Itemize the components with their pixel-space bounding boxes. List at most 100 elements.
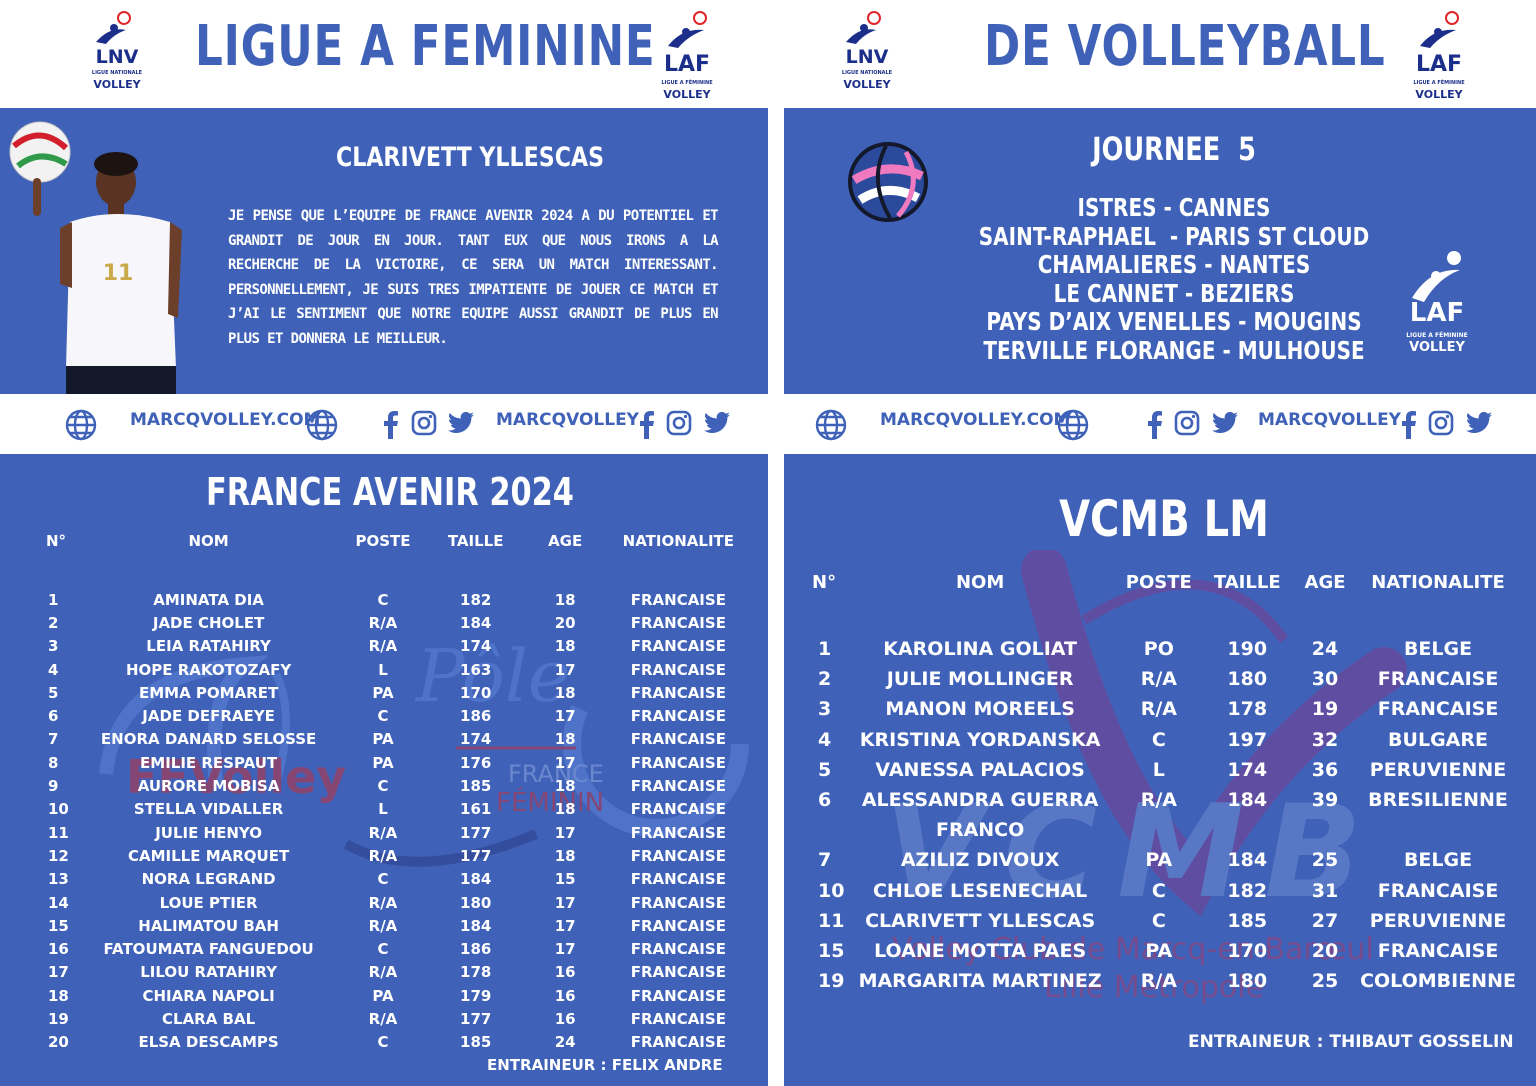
- handle-link[interactable]: MARCQVOLLEY: [496, 410, 639, 430]
- twitter-icon[interactable]: [448, 411, 474, 438]
- cell-number: 5: [48, 683, 59, 702]
- twitter-icon[interactable]: [1466, 411, 1492, 438]
- cell-height: 184: [460, 916, 492, 935]
- cell-age: 36: [1311, 758, 1339, 781]
- quote-text: JE PENSE QUE L’EQUIPE DE FRANCE AVENIR 2…: [228, 208, 719, 347]
- cell-position: PA: [372, 683, 394, 702]
- twitter-icon[interactable]: [704, 411, 730, 438]
- col-header-number: N°: [46, 532, 67, 550]
- cell-nationality: FRANCAISE: [630, 777, 726, 796]
- cell-height: 177: [460, 1009, 492, 1028]
- table-row: 5 VANESSA PALACIOS L 174 36 PERUVIENNE: [804, 755, 1516, 785]
- cell-nationality: FRANCAISE: [630, 707, 726, 726]
- cell-age: 31: [1311, 879, 1339, 902]
- cell-nationality: FRANCAISE: [630, 730, 726, 749]
- table-row: 4 KRISTINA YORDANSKA C 197 32 BULGARE: [804, 725, 1516, 755]
- facebook-icon[interactable]: [382, 411, 400, 443]
- france-roster-panel: FFVolley Pôle FRANCE FÉMININ FRANCE AVEN…: [0, 454, 768, 1086]
- cell-nationality: FRANCAISE: [630, 870, 726, 889]
- globe-icon[interactable]: [64, 408, 98, 446]
- cell-number: 17: [48, 963, 69, 982]
- cell-position: PA: [372, 986, 394, 1005]
- vcmb-watermark-letters: VCMB: [884, 778, 1382, 927]
- cell-nationality: FRANCAISE: [630, 683, 726, 702]
- cell-name: EMMA POMARET: [138, 683, 279, 702]
- cell-number: 5: [818, 758, 832, 781]
- facebook-icon[interactable]: [638, 411, 656, 443]
- quote-player-name: CLARIVETT YLLESCAS: [335, 142, 605, 173]
- table-row: FRANCO: [804, 815, 1516, 845]
- cell-name: STELLA VIDALLER: [133, 800, 284, 819]
- instagram-icon[interactable]: [666, 410, 692, 440]
- col-header-age: AGE: [548, 532, 583, 550]
- cell-age: 16: [554, 1009, 576, 1028]
- website-link[interactable]: MARCQVOLLEY.COM: [880, 410, 1071, 430]
- cell-position: PA: [372, 730, 394, 749]
- france-coach: ENTRAINEUR : FELIX ANDRE: [487, 1056, 723, 1074]
- cell-age: 25: [1311, 849, 1339, 872]
- instagram-icon[interactable]: [1428, 410, 1454, 440]
- cell-age: 18: [554, 590, 576, 609]
- cell-age: 18: [554, 730, 576, 749]
- cell-position: C: [377, 940, 389, 959]
- cell-number: 7: [48, 730, 59, 749]
- cell-nationality: FRANCAISE: [630, 893, 726, 912]
- cell-nationality: FRANCAISE: [630, 660, 726, 679]
- cell-nationality: FRANCAISE: [630, 823, 726, 842]
- cell-age: 20: [1311, 939, 1339, 962]
- table-row: 14 LOUE PTIER R/A 180 17 FRANCAISE: [34, 891, 754, 914]
- cell-height: 174: [1227, 758, 1268, 781]
- handle-link[interactable]: MARCQVOLLEY: [1258, 410, 1401, 430]
- cell-position: R/A: [368, 637, 398, 656]
- facebook-icon[interactable]: [1146, 411, 1164, 443]
- vcmb-coach: ENTRAINEUR : THIBAUT GOSSELIN: [1188, 1032, 1514, 1052]
- globe-icon[interactable]: [305, 408, 339, 446]
- cell-age: 24: [1311, 638, 1339, 661]
- col-header-height: TAILLE: [1213, 572, 1281, 593]
- facebook-icon[interactable]: [1400, 411, 1418, 443]
- cell-height: 178: [1227, 698, 1268, 721]
- cell-number: 1: [48, 590, 59, 609]
- vcmb-watermark-line2: Lille Métropole: [1044, 970, 1265, 1005]
- cell-name: FATOUMATA FANGUEDOU: [103, 940, 314, 959]
- globe-icon[interactable]: [1056, 408, 1090, 446]
- cell-age: 15: [554, 870, 576, 889]
- cell-number: 2: [818, 668, 832, 691]
- cell-height: 184: [460, 613, 492, 632]
- cell-position: R/A: [368, 823, 398, 842]
- volleyball-icon: [846, 140, 930, 228]
- col-header-position: POSTE: [355, 532, 411, 550]
- instagram-icon[interactable]: [411, 410, 437, 440]
- cell-position: R/A: [368, 613, 398, 632]
- table-row: 3 MANON MOREELS R/A 178 19 FRANCAISE: [804, 694, 1516, 724]
- globe-icon[interactable]: [814, 408, 848, 446]
- col-header-name: NOM: [955, 572, 1005, 593]
- table-row: 15 LOANE MOTTA PAES PA 170 20 FRANCAISE: [804, 936, 1516, 966]
- cell-nationality: FRANCAISE: [630, 1009, 726, 1028]
- cell-age: 17: [554, 660, 576, 679]
- france-title: FRANCE AVENIR 2024: [206, 470, 574, 514]
- cell-position: [1113, 815, 1204, 845]
- cell-number: 20: [48, 1033, 69, 1052]
- cell-nationality: FRANCAISE: [630, 846, 726, 865]
- cell-name: ELSA DESCAMPS: [138, 1033, 279, 1052]
- cell-height: 182: [460, 590, 492, 609]
- cell-nationality: FRANCAISE: [630, 753, 726, 772]
- instagram-icon[interactable]: [1174, 410, 1200, 440]
- cell-name: JULIE HENYO: [155, 823, 262, 842]
- cell-height: 170: [460, 683, 492, 702]
- cell-age: 17: [554, 753, 576, 772]
- laf-logo: LAF LIGUE A FÉMININE VOLLEY: [1408, 8, 1470, 101]
- cell-name: LILOU RATAHIRY: [140, 963, 277, 982]
- cell-position: C: [377, 1033, 389, 1052]
- cell-nationality: FRANCAISE: [630, 940, 726, 959]
- cell-number: 11: [818, 909, 845, 932]
- cell-name: KAROLINA GOLIAT: [883, 638, 1077, 661]
- pole-france: FRANCE: [508, 760, 604, 788]
- cell-position: R/A: [368, 1009, 398, 1028]
- cell-name: CHIARA NAPOLI: [142, 986, 275, 1005]
- table-row: 1 KAROLINA GOLIAT PO 190 24 BELGE: [804, 634, 1516, 664]
- twitter-icon[interactable]: [1212, 411, 1238, 438]
- cell-height: 174: [460, 637, 492, 656]
- website-link[interactable]: MARCQVOLLEY.COM: [130, 410, 321, 430]
